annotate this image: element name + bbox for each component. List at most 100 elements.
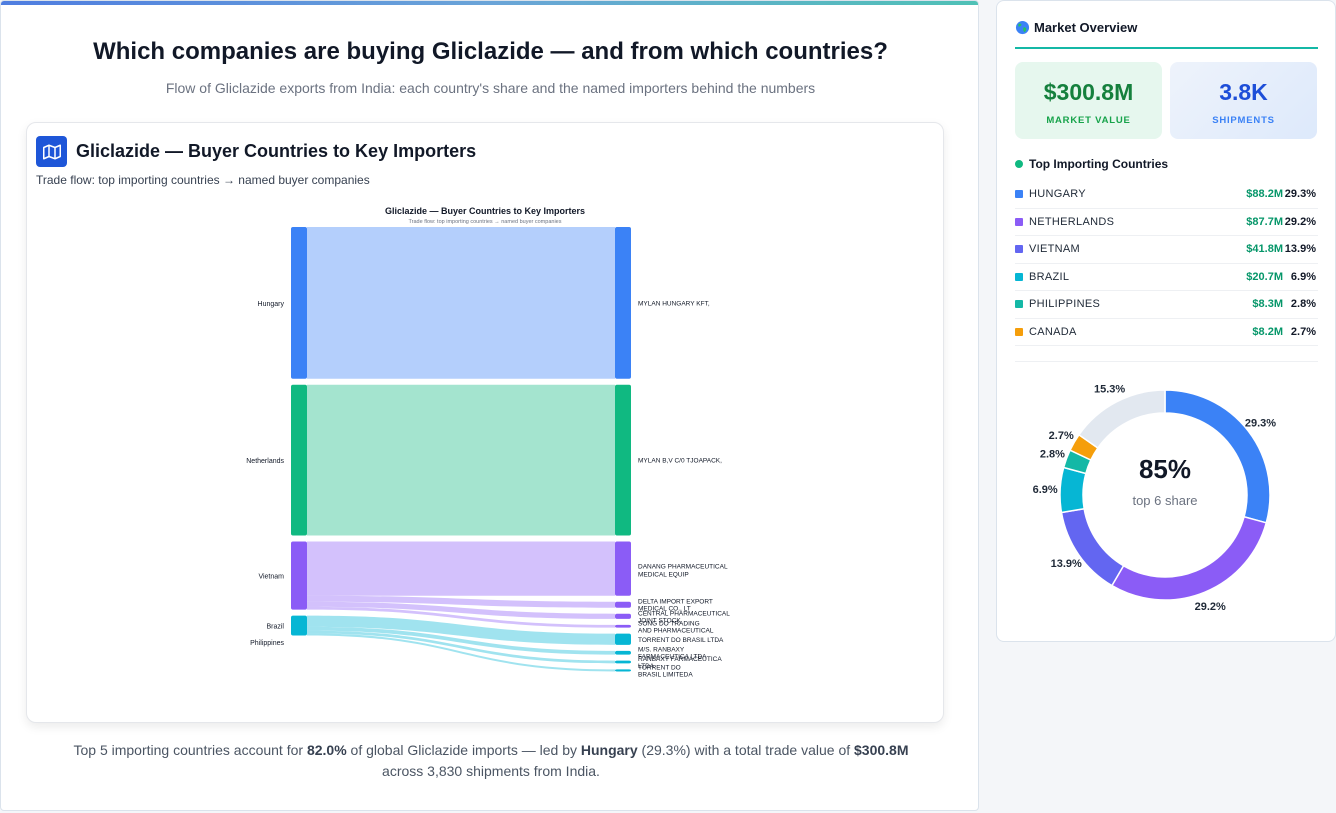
sankey-chart: Gliclazide — Buyer Countries to Key Impo… [246, 206, 730, 678]
sankey-target-node[interactable] [615, 650, 631, 655]
country-name: CANADA [1029, 325, 1077, 338]
sankey-target-node[interactable] [615, 660, 631, 664]
country-name: VIETNAM [1029, 243, 1080, 255]
sankey-link[interactable] [307, 606, 615, 628]
main-panel: Which companies are buying Gliclazide — … [0, 0, 979, 811]
donut-label: 2.8% [1040, 449, 1065, 461]
country-value: $41.8M [1246, 243, 1283, 255]
country-row[interactable]: CANADA $8.2M 2.7% [1015, 319, 1318, 346]
footer-value: $300.8M [854, 742, 909, 758]
donut-label: 13.9% [1051, 558, 1082, 570]
country-name: HUNGARY [1029, 188, 1086, 200]
top-countries-title: Top Importing Countries [1029, 157, 1169, 171]
sankey-target-label: RANBAXY FARMACEUTICA LTDA [638, 656, 722, 670]
donut-label: 2.7% [1049, 430, 1074, 442]
sankey-target-node[interactable] [615, 613, 631, 619]
kpi-market-value: $300.8M MARKET VALUE [1015, 62, 1162, 139]
sankey-link[interactable] [307, 541, 615, 596]
kpi-shipments: 3.8K SHIPMENTS [1170, 62, 1317, 139]
page-subtitle: Flow of Gliclazide exports from India: e… [165, 80, 816, 96]
sankey-target-label: MYLAN HUNGARY KFT, [638, 300, 710, 307]
country-share: 13.9% [1284, 243, 1316, 255]
sankey-source-label: Hungary [258, 301, 285, 308]
country-value: $8.3M [1252, 298, 1283, 310]
sankey-target-label: TORRENT DO BRASIL LIMITEDA [638, 664, 693, 678]
market-overview-panel: Market Overview $300.8M MARKET VALUE 3.8… [996, 0, 1336, 642]
sankey-target-label: DANANG PHARMACEUTICAL MEDICAL EQUIP [638, 564, 728, 579]
map-icon [36, 136, 67, 167]
donut-slice[interactable] [1077, 389, 1166, 450]
country-value: $88.2M [1246, 188, 1283, 200]
sankey-source-node[interactable] [291, 615, 307, 636]
footer-text-1: Top 5 importing countries account for [73, 742, 307, 758]
sankey-source-node[interactable] [291, 384, 307, 536]
donut-center-label: top 6 share [1132, 493, 1197, 508]
country-value: $20.7M [1246, 270, 1283, 283]
sankey-target-label: TORRENT DO BRASIL LTDA [638, 637, 724, 644]
donut-slice[interactable] [1060, 507, 1125, 587]
kpi-shipments-label: SHIPMENTS [1212, 115, 1275, 126]
donut-label: 29.3% [1245, 417, 1276, 429]
country-value: $8.2M [1252, 325, 1283, 338]
sankey-target-node[interactable] [615, 227, 631, 379]
color-swatch [1015, 272, 1023, 281]
color-swatch [1015, 300, 1023, 308]
sankey-target-node[interactable] [615, 541, 631, 596]
country-list: HUNGARY $88.2M 29.3% NETHERLANDS $87.7M … [1015, 181, 1318, 346]
sankey-link[interactable] [307, 626, 615, 655]
market-overview-header: Market Overview [1015, 20, 1137, 35]
sankey-source-node[interactable] [291, 541, 307, 610]
country-row[interactable]: PHILIPPINES $8.3M 2.8% [1015, 291, 1318, 319]
footer-summary: Top 5 importing countries account for 82… [31, 740, 951, 782]
sankey-link[interactable] [307, 601, 615, 619]
footer-text-2: of global Gliclazide imports — led by [346, 742, 581, 758]
country-name: NETHERLANDS [1029, 215, 1115, 228]
donut-label: 6.9% [1033, 484, 1058, 496]
country-name: PHILIPPINES [1029, 298, 1101, 310]
kpi-shipments-number: 3.8K [1219, 79, 1268, 105]
sankey-target-node[interactable] [615, 601, 631, 608]
sankey-link[interactable] [307, 227, 615, 379]
status-dot-icon [1015, 160, 1023, 168]
sankey-source-node[interactable] [291, 227, 307, 379]
footer-share: 82.0% [306, 742, 347, 758]
donut-slice[interactable] [1110, 515, 1268, 601]
country-share: 2.8% [1290, 298, 1316, 310]
sankey-target-label: M/S. RANBAXY FARMACEUTICA LTDA [638, 647, 707, 661]
card-title: Gliclazide — Buyer Countries to Key Impo… [76, 141, 477, 161]
sankey-link[interactable] [307, 615, 615, 645]
donut-label: 29.2% [1195, 601, 1226, 613]
sankey-link[interactable] [307, 384, 615, 536]
color-swatch [1015, 245, 1023, 253]
accent-bar [1, 1, 978, 5]
country-row[interactable]: BRAZIL $20.7M 6.9% [1015, 264, 1318, 291]
sankey-target-node[interactable] [615, 669, 631, 672]
sankey-target-label: SONG DO TRADING AND PHARMACEUTICAL [638, 620, 714, 634]
sankey-target-node[interactable] [615, 624, 631, 628]
sankey-link[interactable] [307, 633, 615, 672]
country-row[interactable]: NETHERLANDS $87.7M 29.2% [1015, 209, 1318, 236]
header-divider [1015, 47, 1318, 49]
donut-center-value: 85% [1139, 454, 1191, 484]
sankey-target-node[interactable] [615, 633, 631, 645]
sankey-target-label: MYLAN B,V C/0 TJOAPACK, [638, 458, 722, 465]
globe-icon [1015, 20, 1030, 35]
country-row[interactable]: HUNGARY $88.2M 29.3% [1015, 181, 1318, 209]
sankey-link[interactable] [307, 595, 615, 608]
footer-leader: Hungary [580, 742, 638, 758]
color-swatch [1015, 327, 1023, 336]
sankey-source-label: Philippines [250, 640, 284, 647]
country-row[interactable]: VIETNAM $41.8M 13.9% [1015, 236, 1318, 264]
donut-slice[interactable] [1059, 466, 1087, 514]
sankey-target-node[interactable] [615, 384, 631, 536]
footer-text-3: (29.3%) with a total trade value of [637, 742, 855, 758]
country-value: $87.7M [1246, 215, 1283, 228]
color-swatch [1015, 217, 1023, 226]
footer-text-4: across 3,830 shipments from India. [382, 763, 600, 779]
sankey-link[interactable] [307, 630, 615, 664]
country-share: 6.9% [1290, 270, 1316, 283]
color-swatch [1015, 190, 1023, 198]
kpi-market-value-number: $300.8M [1043, 79, 1134, 105]
sankey-subtitle: Trade flow: top importing countries → na… [409, 219, 562, 225]
chart-card: Gliclazide — Buyer Countries to Key Impo… [26, 122, 944, 723]
